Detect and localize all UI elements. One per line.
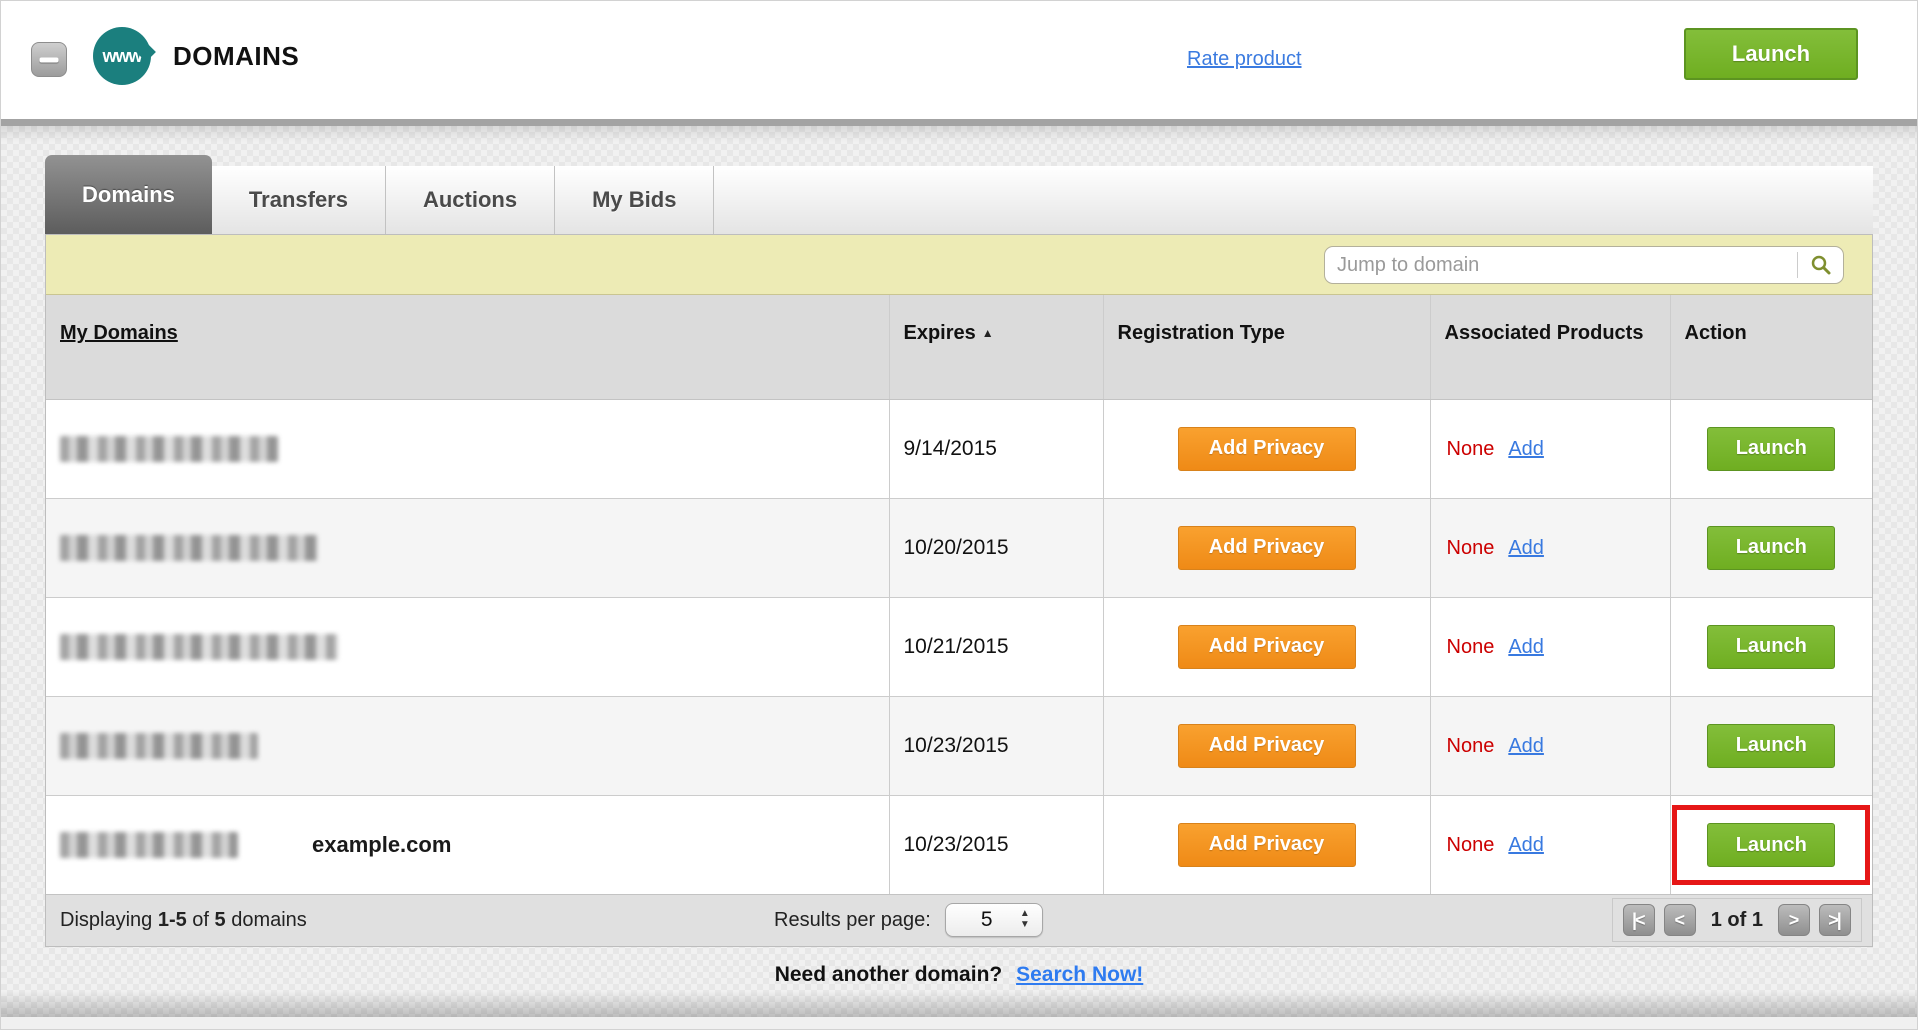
sort-asc-icon: ▲ [981, 326, 994, 340]
launch-product-button[interactable]: Launch [1684, 28, 1858, 80]
tab-domains[interactable]: Domains [45, 155, 212, 234]
associated-none-label: None [1446, 635, 1495, 658]
jump-to-domain-input[interactable] [1325, 247, 1797, 283]
search-button[interactable] [1797, 252, 1843, 278]
associated-none-label: None [1446, 833, 1495, 856]
associated-none-label: None [1446, 437, 1495, 460]
tab-transfers[interactable]: Transfers [212, 166, 386, 234]
column-header-my-domains[interactable]: My Domains [60, 322, 178, 344]
add-privacy-button[interactable]: Add Privacy [1177, 525, 1356, 570]
table-row: 10/23/2015 Add Privacy None Add Launch [46, 696, 1872, 795]
table-row: example.com 10/23/2015 Add Privacy None A… [46, 795, 1872, 894]
add-product-link[interactable]: Add [1508, 734, 1544, 757]
expires-date: 10/20/2015 [888, 498, 1103, 597]
rate-product-link[interactable]: Rate product [1187, 48, 1302, 70]
launch-button[interactable]: Launch [1707, 624, 1836, 669]
www-icon-text: www [102, 45, 142, 66]
launch-button[interactable]: Launch [1707, 426, 1836, 471]
need-domain-line: Need another domain? Search Now! [45, 963, 1873, 987]
add-product-link[interactable]: Add [1508, 833, 1544, 856]
table-footer: Displaying 1-5 of 5 domains Results per … [46, 893, 1872, 946]
redacted-domain [60, 435, 278, 462]
redacted-domain [60, 534, 318, 561]
column-header-expires[interactable]: Expires [903, 322, 976, 344]
pagination-next-button[interactable]: > [1778, 904, 1810, 936]
column-header-action: Action [1684, 322, 1747, 344]
add-product-link[interactable]: Add [1508, 437, 1544, 460]
column-header-associated-products: Associated Products [1444, 322, 1644, 344]
table-row: 9/14/2015 Add Privacy None Add Launch [46, 399, 1872, 498]
add-privacy-button[interactable]: Add Privacy [1177, 624, 1356, 669]
jump-to-domain-box [1324, 246, 1844, 284]
minus-icon [39, 57, 59, 62]
page-indicator: 1 of 1 [1710, 908, 1763, 931]
column-header-registration-type: Registration Type [1117, 322, 1285, 344]
expires-date: 10/23/2015 [888, 795, 1103, 894]
table-header-row: My Domains Expires ▲ Registration Type As… [46, 295, 1872, 400]
expires-date: 10/21/2015 [888, 597, 1103, 696]
add-privacy-button[interactable]: Add Privacy [1177, 822, 1356, 867]
collapse-button[interactable] [31, 42, 67, 77]
redacted-domain [60, 633, 338, 660]
pagination-prev-button[interactable]: < [1663, 904, 1696, 936]
content-band: Domains Transfers Auctions My Bids [1, 119, 1917, 1029]
associated-none-label: None [1446, 734, 1495, 757]
displaying-summary: Displaying 1-5 of 5 domains [60, 908, 307, 931]
highlight-box: Launch [1672, 804, 1871, 885]
domains-panel: My Domains Expires ▲ Registration Type As… [45, 234, 1873, 947]
need-domain-text: Need another domain? [774, 962, 1003, 986]
tab-my-bids[interactable]: My Bids [555, 166, 715, 234]
launch-button-highlighted[interactable]: Launch [1707, 822, 1836, 867]
add-privacy-button[interactable]: Add Privacy [1177, 426, 1356, 471]
results-per-page-select[interactable]: 5 ▲ ▼ [944, 903, 1043, 937]
expires-date: 9/14/2015 [888, 399, 1103, 498]
associated-none-label: None [1446, 536, 1495, 559]
pagination: |< < 1 of 1 > >| [1611, 898, 1862, 942]
domains-product-icon: www [93, 27, 151, 85]
page-title: DOMAINS [173, 41, 300, 71]
bottom-strip [1, 1017, 1917, 1029]
table-row: 10/20/2015 Add Privacy None Add Launch [46, 498, 1872, 597]
add-product-link[interactable]: Add [1508, 635, 1544, 658]
redacted-domain [60, 831, 238, 858]
pagination-first-button[interactable]: |< [1622, 904, 1655, 936]
results-per-page-group: Results per page: 5 ▲ ▼ [774, 903, 1043, 937]
search-toolbar [46, 235, 1872, 295]
domain-example-label: example.com [312, 831, 452, 857]
tab-auctions[interactable]: Auctions [386, 166, 556, 234]
search-now-link[interactable]: Search Now! [1016, 962, 1144, 986]
pagination-last-button[interactable]: >| [1819, 904, 1851, 936]
app-header: www DOMAINS Rate product Launch [1, 1, 1917, 119]
results-per-page-label: Results per page: [774, 908, 931, 931]
add-privacy-button[interactable]: Add Privacy [1177, 723, 1356, 768]
tab-bar: Domains Transfers Auctions My Bids [45, 155, 1873, 234]
redacted-domain [60, 732, 258, 759]
add-product-link[interactable]: Add [1508, 536, 1544, 559]
expires-date: 10/23/2015 [888, 696, 1103, 795]
launch-button[interactable]: Launch [1707, 723, 1836, 768]
table-row: 10/21/2015 Add Privacy None Add Launch [46, 597, 1872, 696]
domains-table: My Domains Expires ▲ Registration Type As… [46, 295, 1872, 894]
launch-button[interactable]: Launch [1707, 525, 1836, 570]
search-icon [1811, 255, 1830, 275]
stepper-arrows-icon: ▲ ▼ [1019, 908, 1030, 930]
results-per-page-value: 5 [980, 908, 993, 931]
